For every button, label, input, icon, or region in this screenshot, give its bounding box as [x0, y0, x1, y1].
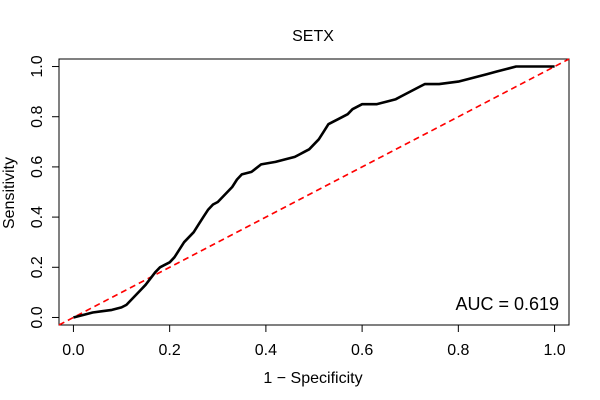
x-tick-label: 0.4	[255, 342, 277, 359]
reference-diagonal-line	[58, 58, 570, 326]
x-axis-label: 1 − Specificity	[263, 370, 362, 387]
plot-box	[58, 58, 570, 326]
y-tick-label: 0.4	[29, 206, 46, 228]
series-layer	[58, 58, 570, 326]
y-tick-label: 0.0	[29, 306, 46, 328]
x-tick-label: 0.6	[351, 342, 373, 359]
chart-title: SETX	[292, 28, 334, 45]
x-tick-label: 0.8	[447, 342, 469, 359]
roc-curve	[73, 65, 555, 319]
x-axis: 0.0 0.2 0.4 0.6 0.8 1.0	[62, 324, 566, 359]
y-tick-label: 0.6	[29, 156, 46, 178]
auc-annotation: AUC = 0.619	[455, 294, 559, 314]
x-tick-label: 0.0	[62, 342, 84, 359]
y-tick-label: 1.0	[29, 55, 46, 77]
x-tick-label: 1.0	[543, 342, 565, 359]
y-tick-label: 0.2	[29, 256, 46, 278]
y-axis-label: Sensitivity	[1, 157, 18, 229]
y-tick-label: 0.8	[29, 105, 46, 127]
x-tick-label: 0.2	[159, 342, 181, 359]
y-axis: 0.0 0.2 0.4 0.6 0.8 1.0	[29, 55, 59, 329]
